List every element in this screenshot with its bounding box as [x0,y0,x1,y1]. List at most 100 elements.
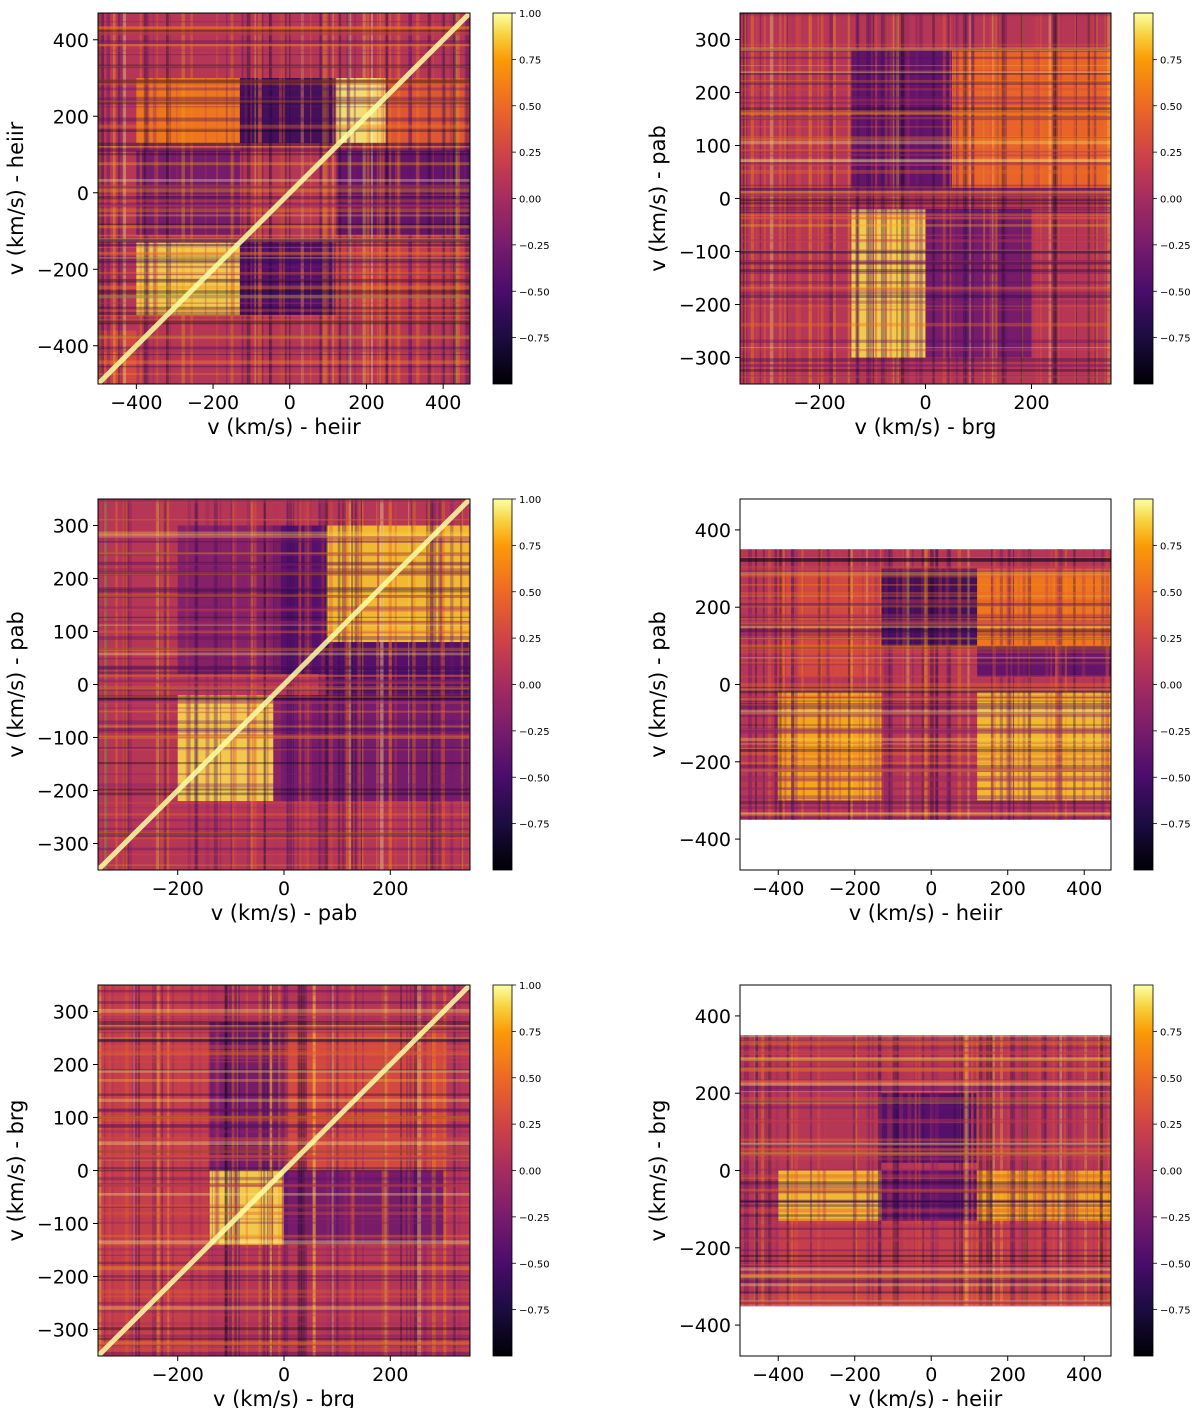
stripe-h [740,161,1111,165]
x-tick-label: −200 [829,878,881,900]
stripe-h [740,358,1111,362]
stripe-v [833,13,836,384]
stripe-h [98,710,470,713]
stripe-v [319,13,323,384]
stripe-v [98,13,102,384]
stripe-v [377,499,379,870]
x-tick-label: 200 [372,1364,408,1386]
stripe-v [220,499,222,870]
stripe-h [98,671,470,674]
stripe-v [385,13,388,384]
stripe-h [740,305,1111,307]
stripe-h [98,1155,470,1158]
stripe-v [98,985,102,1356]
stripe-h [98,541,470,543]
stripe-v [1005,549,1008,820]
stripe-h [740,644,1111,647]
stripe-v [102,13,104,384]
stripe-v [143,13,148,384]
stripe-v [1012,549,1014,820]
stripe-v [831,549,835,820]
stripe-h [98,1051,470,1056]
stripe-v [820,13,824,384]
stripe-h [740,655,1111,659]
stripe-v [948,13,952,384]
stripe-h [740,1218,1111,1220]
stripe-h [740,730,1111,734]
stripe-v [289,499,293,870]
stripe-v [1104,13,1106,384]
stripe-h [740,1060,1111,1063]
stripe-h [98,243,470,246]
stripe-h [740,812,1111,815]
stripe-v [1017,549,1020,820]
stripe-v [1084,1035,1088,1306]
stripe-h [98,832,470,837]
stripe-h [740,368,1111,372]
y-tick-label: −300 [679,348,731,370]
stripe-v [745,1035,749,1306]
stripe-h [740,770,1111,772]
stripe-v [792,13,794,384]
stripe-v [1044,1035,1046,1306]
stripe-h [98,647,470,652]
x-axis-label: v (km/s) - heiir [849,1387,1003,1408]
stripe-h [98,308,470,312]
stripe-h [740,1301,1111,1303]
colorbar: −0.75 −0.50 −0.25 0.00 0.25 0.50 0.75 [1133,12,1191,385]
stripe-v [117,13,121,384]
y-tick-label: −200 [679,752,731,774]
stripe-h [740,234,1111,237]
stripe-v [1101,549,1105,820]
stripe-v [264,499,266,870]
stripe-v [441,499,446,870]
stripe-v [101,13,104,384]
stripe-v [967,549,970,820]
stripe-h [98,562,470,566]
stripe-v [465,13,470,384]
stripe-v [884,13,888,384]
stripe-v [258,13,263,384]
stripe-h [98,1149,470,1154]
stripe-h [740,620,1111,624]
stripe-h [740,184,1111,187]
stripe-v [194,499,197,870]
stripe-h [98,1261,470,1265]
colorbar-tick-label: 0.50 [1160,1074,1182,1085]
stripe-v [133,985,135,1356]
stripe-v [104,499,108,870]
stripe-v [110,985,114,1356]
stripe-v [298,499,302,870]
stripe-h [740,1050,1111,1055]
stripe-v [919,13,923,384]
stripe-v [884,549,888,820]
stripe-v [790,549,795,820]
stripe-h [98,188,470,193]
x-tick-label: −400 [752,1364,804,1386]
stripe-v [195,499,199,870]
stripe-v [453,985,456,1356]
stripe-v [453,13,457,384]
stripe-v [230,499,233,870]
stripe-v [152,985,157,1356]
stripe-v [443,985,447,1356]
stripe-h [740,688,1111,691]
stripe-h [740,249,1111,254]
stripe-h [98,1052,470,1056]
diagonal-line [98,13,470,384]
stripe-h [740,1100,1111,1104]
stripe-v [1093,1035,1095,1306]
stripe-h [740,710,1111,714]
stripe-v [258,13,261,384]
stripe-v [965,1035,969,1306]
stripe-v [213,499,218,870]
stripe-h [740,713,1111,715]
stripe-v [362,985,364,1356]
stripe-h [98,1327,470,1331]
stripe-v [326,985,330,1356]
stripe-v [154,13,159,384]
stripe-h [740,47,1111,52]
stripe-h [740,1148,1111,1151]
stripe-h [98,636,470,640]
correlation-block-1 [881,1170,978,1221]
